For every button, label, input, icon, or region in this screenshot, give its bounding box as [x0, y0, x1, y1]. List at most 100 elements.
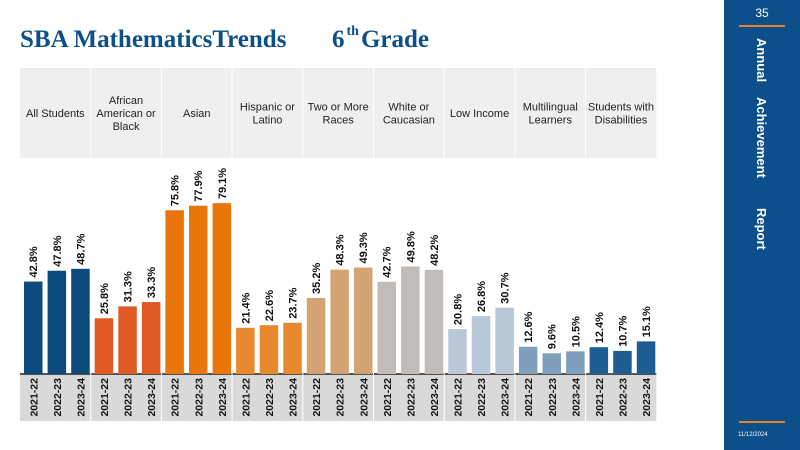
data-label: 42.8% — [28, 246, 40, 277]
group-label-multilingual-learners: Learners — [529, 115, 573, 127]
data-label: 49.3% — [358, 232, 370, 263]
x-tick-label: 2021-22 — [170, 378, 182, 417]
x-tick-label: 2023-24 — [358, 378, 370, 417]
grade-word: Grade — [360, 26, 429, 53]
bar-white-or-caucasian-2023-24 — [424, 269, 444, 374]
sidebar: 35 Annual Achievement Report 11/12/2024 — [724, 0, 800, 450]
sidebar-label-report: Report — [754, 208, 769, 250]
x-tick-label: 2022-23 — [193, 378, 205, 417]
x-tick-label: 2022-23 — [405, 378, 417, 417]
x-tick-label: 2022-23 — [617, 378, 629, 417]
sidebar-date: 11/12/2024 — [738, 432, 768, 438]
data-label: 15.1% — [641, 306, 653, 337]
data-label: 33.3% — [146, 267, 158, 298]
x-tick-label: 2022-23 — [547, 378, 559, 417]
page-number: 35 — [755, 6, 769, 20]
bar-asian-2022-23 — [189, 205, 208, 374]
bar-multilingual-learners-2023-24 — [566, 351, 585, 374]
bar-asian-2023-24 — [212, 203, 232, 374]
bar-white-or-caucasian-2021-22 — [377, 281, 396, 374]
sidebar-label-annual: Annual — [754, 38, 769, 83]
x-tick-label: 2021-22 — [311, 378, 323, 417]
group-label-students-with-disabilities: Students with — [588, 102, 654, 114]
x-tick-label: 2021-22 — [594, 378, 606, 417]
data-label: 79.1% — [217, 168, 229, 199]
bar-all-students-2023-24 — [71, 268, 90, 374]
data-label: 21.4% — [240, 292, 252, 323]
data-label: 25.8% — [99, 283, 111, 314]
bar-two-or-more-races-2021-22 — [306, 297, 326, 374]
sba-math-chart: All Students 42.8% 2021-22 47.8% 2022-23 48.7… — [20, 68, 657, 421]
data-label: 48.3% — [335, 234, 347, 265]
grade-superscript: th — [346, 24, 359, 39]
bar-african-american-or-black-2022-23 — [118, 306, 137, 374]
bar-low-income-2023-24 — [495, 307, 514, 374]
x-tick-label: 2022-23 — [123, 378, 135, 417]
group-label-two-or-more-races: Two or More — [308, 102, 369, 114]
group-label-hispanic-or-latino: Latino — [252, 115, 282, 127]
x-tick-label: 2023-24 — [217, 378, 229, 417]
bar-low-income-2021-22 — [448, 329, 467, 374]
data-label: 22.6% — [264, 290, 276, 321]
data-label: 20.8% — [452, 294, 464, 325]
bar-two-or-more-races-2022-23 — [330, 269, 349, 374]
group-label-asian: Asian — [183, 108, 211, 120]
sidebar-accent-line-bottom — [739, 421, 785, 423]
bar-african-american-or-black-2023-24 — [141, 302, 161, 374]
bar-hispanic-or-latino-2023-24 — [283, 322, 302, 374]
data-label: 9.6% — [547, 324, 559, 349]
bar-students-with-disabilities-2023-24 — [636, 341, 656, 374]
x-tick-label: 2023-24 — [570, 378, 582, 417]
bar-white-or-caucasian-2022-23 — [401, 266, 420, 374]
x-tick-label: 2021-22 — [452, 378, 464, 417]
x-axis-band — [20, 374, 657, 421]
data-label: 35.2% — [311, 263, 323, 294]
x-tick-label: 2023-24 — [429, 378, 441, 417]
group-label-white-or-caucasian: White or — [388, 102, 429, 114]
bar-hispanic-or-latino-2021-22 — [236, 327, 255, 374]
x-tick-label: 2021-22 — [523, 378, 535, 417]
group-label-multilingual-learners: Multilingual — [523, 102, 578, 114]
data-label: 23.7% — [288, 287, 300, 318]
data-label: 48.2% — [429, 234, 441, 265]
data-label: 47.8% — [52, 235, 64, 266]
x-tick-label: 2023-24 — [146, 378, 158, 417]
data-label: 12.6% — [523, 311, 535, 342]
bar-students-with-disabilities-2022-23 — [613, 350, 632, 374]
bar-low-income-2022-23 — [471, 316, 491, 374]
x-tick-label: 2021-22 — [99, 378, 111, 417]
data-label: 12.4% — [594, 312, 606, 343]
bar-multilingual-learners-2022-23 — [542, 353, 561, 374]
group-label-african-american-or-black: American or — [96, 108, 156, 120]
page-title: SBA MathematicsTrends 6 thGrade — [20, 24, 429, 54]
bar-two-or-more-races-2023-24 — [354, 267, 373, 374]
x-tick-label: 2022-23 — [476, 378, 488, 417]
x-tick-label: 2023-24 — [288, 378, 300, 417]
sidebar-accent-line-top — [739, 25, 785, 27]
x-tick-label: 2022-23 — [52, 378, 64, 417]
data-label: 31.3% — [123, 271, 135, 302]
group-label-all-students: All Students — [26, 108, 85, 120]
data-label: 42.7% — [382, 246, 394, 277]
title-main: SBA MathematicsTrends — [20, 26, 287, 53]
group-label-african-american-or-black: African — [109, 95, 143, 107]
data-label: 30.7% — [500, 272, 512, 303]
bar-african-american-or-black-2021-22 — [94, 318, 114, 374]
group-label-african-american-or-black: Black — [113, 121, 140, 133]
bar-multilingual-learners-2021-22 — [518, 346, 538, 374]
group-label-white-or-caucasian: Caucasian — [383, 115, 435, 127]
data-label: 49.8% — [405, 231, 417, 262]
x-tick-label: 2023-24 — [75, 378, 87, 417]
x-tick-label: 2021-22 — [240, 378, 252, 417]
bar-asian-2021-22 — [165, 210, 184, 374]
x-tick-label: 2021-22 — [382, 378, 394, 417]
sidebar-label-achievement: Achievement — [754, 97, 769, 178]
data-label: 10.5% — [570, 316, 582, 347]
data-label: 77.9% — [193, 170, 205, 201]
header-band — [20, 68, 657, 158]
x-tick-label: 2021-22 — [28, 378, 40, 417]
group-label-students-with-disabilities: Disabilities — [595, 115, 648, 127]
data-label: 26.8% — [476, 281, 488, 312]
bar-all-students-2022-23 — [47, 270, 67, 374]
x-tick-label: 2023-24 — [641, 378, 653, 417]
